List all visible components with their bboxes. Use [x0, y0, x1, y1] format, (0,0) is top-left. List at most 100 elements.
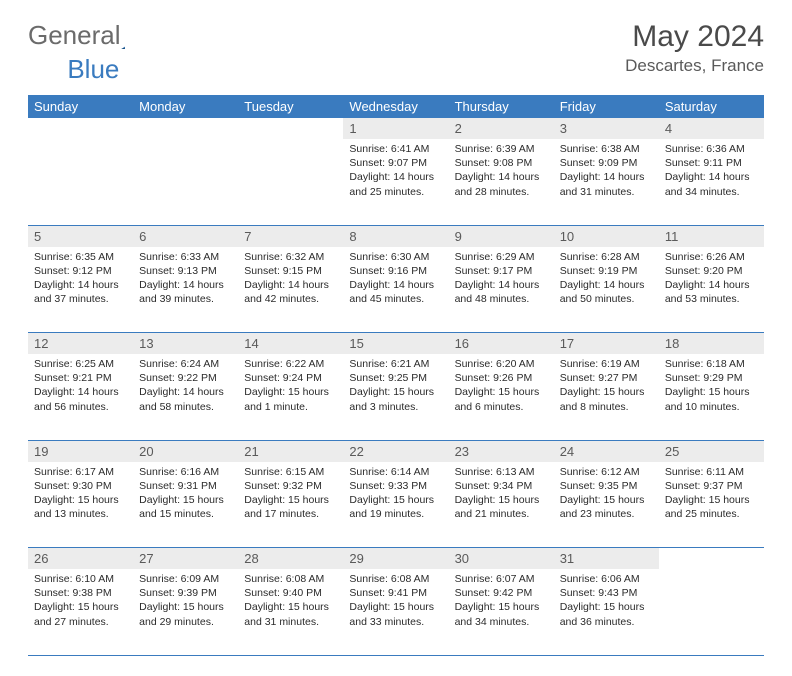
day-number: 1	[343, 118, 448, 139]
day-number-row: 1234	[28, 118, 764, 139]
day-cell: Sunrise: 6:07 AMSunset: 9:42 PMDaylight:…	[449, 569, 554, 655]
day-number	[659, 548, 764, 570]
day-details: Sunrise: 6:13 AMSunset: 9:34 PMDaylight:…	[449, 462, 554, 528]
day-number: 22	[343, 440, 448, 462]
day-number: 27	[133, 548, 238, 570]
day-details: Sunrise: 6:33 AMSunset: 9:13 PMDaylight:…	[133, 247, 238, 313]
day-cell	[659, 569, 764, 655]
day-number	[133, 118, 238, 139]
day-details: Sunrise: 6:12 AMSunset: 9:35 PMDaylight:…	[554, 462, 659, 528]
day-cell: Sunrise: 6:25 AMSunset: 9:21 PMDaylight:…	[28, 354, 133, 440]
day-cell: Sunrise: 6:12 AMSunset: 9:35 PMDaylight:…	[554, 462, 659, 548]
day-number: 29	[343, 548, 448, 570]
day-cell: Sunrise: 6:16 AMSunset: 9:31 PMDaylight:…	[133, 462, 238, 548]
logo-text-2: Blue	[67, 54, 119, 85]
day-number-row: 12131415161718	[28, 333, 764, 355]
day-cell: Sunrise: 6:35 AMSunset: 9:12 PMDaylight:…	[28, 247, 133, 333]
day-number: 21	[238, 440, 343, 462]
day-cell: Sunrise: 6:11 AMSunset: 9:37 PMDaylight:…	[659, 462, 764, 548]
calendar: Sunday Monday Tuesday Wednesday Thursday…	[28, 95, 764, 656]
day-cell: Sunrise: 6:28 AMSunset: 9:19 PMDaylight:…	[554, 247, 659, 333]
day-number: 8	[343, 225, 448, 247]
day-cell: Sunrise: 6:39 AMSunset: 9:08 PMDaylight:…	[449, 139, 554, 225]
day-content-row: Sunrise: 6:25 AMSunset: 9:21 PMDaylight:…	[28, 354, 764, 440]
day-number: 19	[28, 440, 133, 462]
day-cell: Sunrise: 6:24 AMSunset: 9:22 PMDaylight:…	[133, 354, 238, 440]
day-number	[28, 118, 133, 139]
day-number: 17	[554, 333, 659, 355]
day-cell: Sunrise: 6:38 AMSunset: 9:09 PMDaylight:…	[554, 139, 659, 225]
day-details: Sunrise: 6:17 AMSunset: 9:30 PMDaylight:…	[28, 462, 133, 528]
day-details: Sunrise: 6:19 AMSunset: 9:27 PMDaylight:…	[554, 354, 659, 420]
day-cell: Sunrise: 6:32 AMSunset: 9:15 PMDaylight:…	[238, 247, 343, 333]
day-details: Sunrise: 6:30 AMSunset: 9:16 PMDaylight:…	[343, 247, 448, 313]
day-cell	[238, 139, 343, 225]
day-details: Sunrise: 6:16 AMSunset: 9:31 PMDaylight:…	[133, 462, 238, 528]
day-cell	[133, 139, 238, 225]
day-number: 3	[554, 118, 659, 139]
weekday-header: Wednesday	[343, 95, 448, 118]
day-details: Sunrise: 6:08 AMSunset: 9:40 PMDaylight:…	[238, 569, 343, 635]
day-cell: Sunrise: 6:19 AMSunset: 9:27 PMDaylight:…	[554, 354, 659, 440]
day-cell: Sunrise: 6:09 AMSunset: 9:39 PMDaylight:…	[133, 569, 238, 655]
day-details: Sunrise: 6:14 AMSunset: 9:33 PMDaylight:…	[343, 462, 448, 528]
day-number-row: 567891011	[28, 225, 764, 247]
day-details: Sunrise: 6:25 AMSunset: 9:21 PMDaylight:…	[28, 354, 133, 420]
weekday-header: Tuesday	[238, 95, 343, 118]
day-details: Sunrise: 6:06 AMSunset: 9:43 PMDaylight:…	[554, 569, 659, 635]
day-number: 12	[28, 333, 133, 355]
day-details: Sunrise: 6:26 AMSunset: 9:20 PMDaylight:…	[659, 247, 764, 313]
day-number: 10	[554, 225, 659, 247]
day-details: Sunrise: 6:38 AMSunset: 9:09 PMDaylight:…	[554, 139, 659, 205]
logo-text-1: General	[28, 20, 121, 51]
logo: General	[28, 20, 149, 51]
day-cell: Sunrise: 6:14 AMSunset: 9:33 PMDaylight:…	[343, 462, 448, 548]
day-details: Sunrise: 6:08 AMSunset: 9:41 PMDaylight:…	[343, 569, 448, 635]
location: Descartes, France	[625, 56, 764, 76]
weekday-header: Thursday	[449, 95, 554, 118]
day-cell: Sunrise: 6:22 AMSunset: 9:24 PMDaylight:…	[238, 354, 343, 440]
day-number: 13	[133, 333, 238, 355]
day-details: Sunrise: 6:21 AMSunset: 9:25 PMDaylight:…	[343, 354, 448, 420]
day-content-row: Sunrise: 6:35 AMSunset: 9:12 PMDaylight:…	[28, 247, 764, 333]
day-cell: Sunrise: 6:18 AMSunset: 9:29 PMDaylight:…	[659, 354, 764, 440]
day-details: Sunrise: 6:29 AMSunset: 9:17 PMDaylight:…	[449, 247, 554, 313]
day-details: Sunrise: 6:35 AMSunset: 9:12 PMDaylight:…	[28, 247, 133, 313]
day-details: Sunrise: 6:24 AMSunset: 9:22 PMDaylight:…	[133, 354, 238, 420]
month-title: May 2024	[625, 20, 764, 54]
day-cell: Sunrise: 6:15 AMSunset: 9:32 PMDaylight:…	[238, 462, 343, 548]
day-number: 9	[449, 225, 554, 247]
day-cell: Sunrise: 6:13 AMSunset: 9:34 PMDaylight:…	[449, 462, 554, 548]
day-details: Sunrise: 6:15 AMSunset: 9:32 PMDaylight:…	[238, 462, 343, 528]
day-cell: Sunrise: 6:08 AMSunset: 9:41 PMDaylight:…	[343, 569, 448, 655]
day-content-row: Sunrise: 6:41 AMSunset: 9:07 PMDaylight:…	[28, 139, 764, 225]
day-number: 30	[449, 548, 554, 570]
day-details: Sunrise: 6:09 AMSunset: 9:39 PMDaylight:…	[133, 569, 238, 635]
day-number: 2	[449, 118, 554, 139]
day-cell: Sunrise: 6:10 AMSunset: 9:38 PMDaylight:…	[28, 569, 133, 655]
day-cell: Sunrise: 6:20 AMSunset: 9:26 PMDaylight:…	[449, 354, 554, 440]
day-cell: Sunrise: 6:30 AMSunset: 9:16 PMDaylight:…	[343, 247, 448, 333]
day-content-row: Sunrise: 6:17 AMSunset: 9:30 PMDaylight:…	[28, 462, 764, 548]
day-details: Sunrise: 6:11 AMSunset: 9:37 PMDaylight:…	[659, 462, 764, 528]
day-number: 20	[133, 440, 238, 462]
day-cell: Sunrise: 6:06 AMSunset: 9:43 PMDaylight:…	[554, 569, 659, 655]
day-number: 5	[28, 225, 133, 247]
triangle-icon	[121, 26, 126, 46]
day-details: Sunrise: 6:22 AMSunset: 9:24 PMDaylight:…	[238, 354, 343, 420]
day-number: 11	[659, 225, 764, 247]
day-details: Sunrise: 6:39 AMSunset: 9:08 PMDaylight:…	[449, 139, 554, 205]
day-number: 28	[238, 548, 343, 570]
day-cell: Sunrise: 6:29 AMSunset: 9:17 PMDaylight:…	[449, 247, 554, 333]
day-number: 7	[238, 225, 343, 247]
day-details: Sunrise: 6:36 AMSunset: 9:11 PMDaylight:…	[659, 139, 764, 205]
day-details: Sunrise: 6:41 AMSunset: 9:07 PMDaylight:…	[343, 139, 448, 205]
day-details: Sunrise: 6:07 AMSunset: 9:42 PMDaylight:…	[449, 569, 554, 635]
day-details: Sunrise: 6:28 AMSunset: 9:19 PMDaylight:…	[554, 247, 659, 313]
day-cell: Sunrise: 6:26 AMSunset: 9:20 PMDaylight:…	[659, 247, 764, 333]
day-cell: Sunrise: 6:17 AMSunset: 9:30 PMDaylight:…	[28, 462, 133, 548]
day-number: 25	[659, 440, 764, 462]
day-details: Sunrise: 6:32 AMSunset: 9:15 PMDaylight:…	[238, 247, 343, 313]
day-cell	[28, 139, 133, 225]
day-details: Sunrise: 6:10 AMSunset: 9:38 PMDaylight:…	[28, 569, 133, 635]
